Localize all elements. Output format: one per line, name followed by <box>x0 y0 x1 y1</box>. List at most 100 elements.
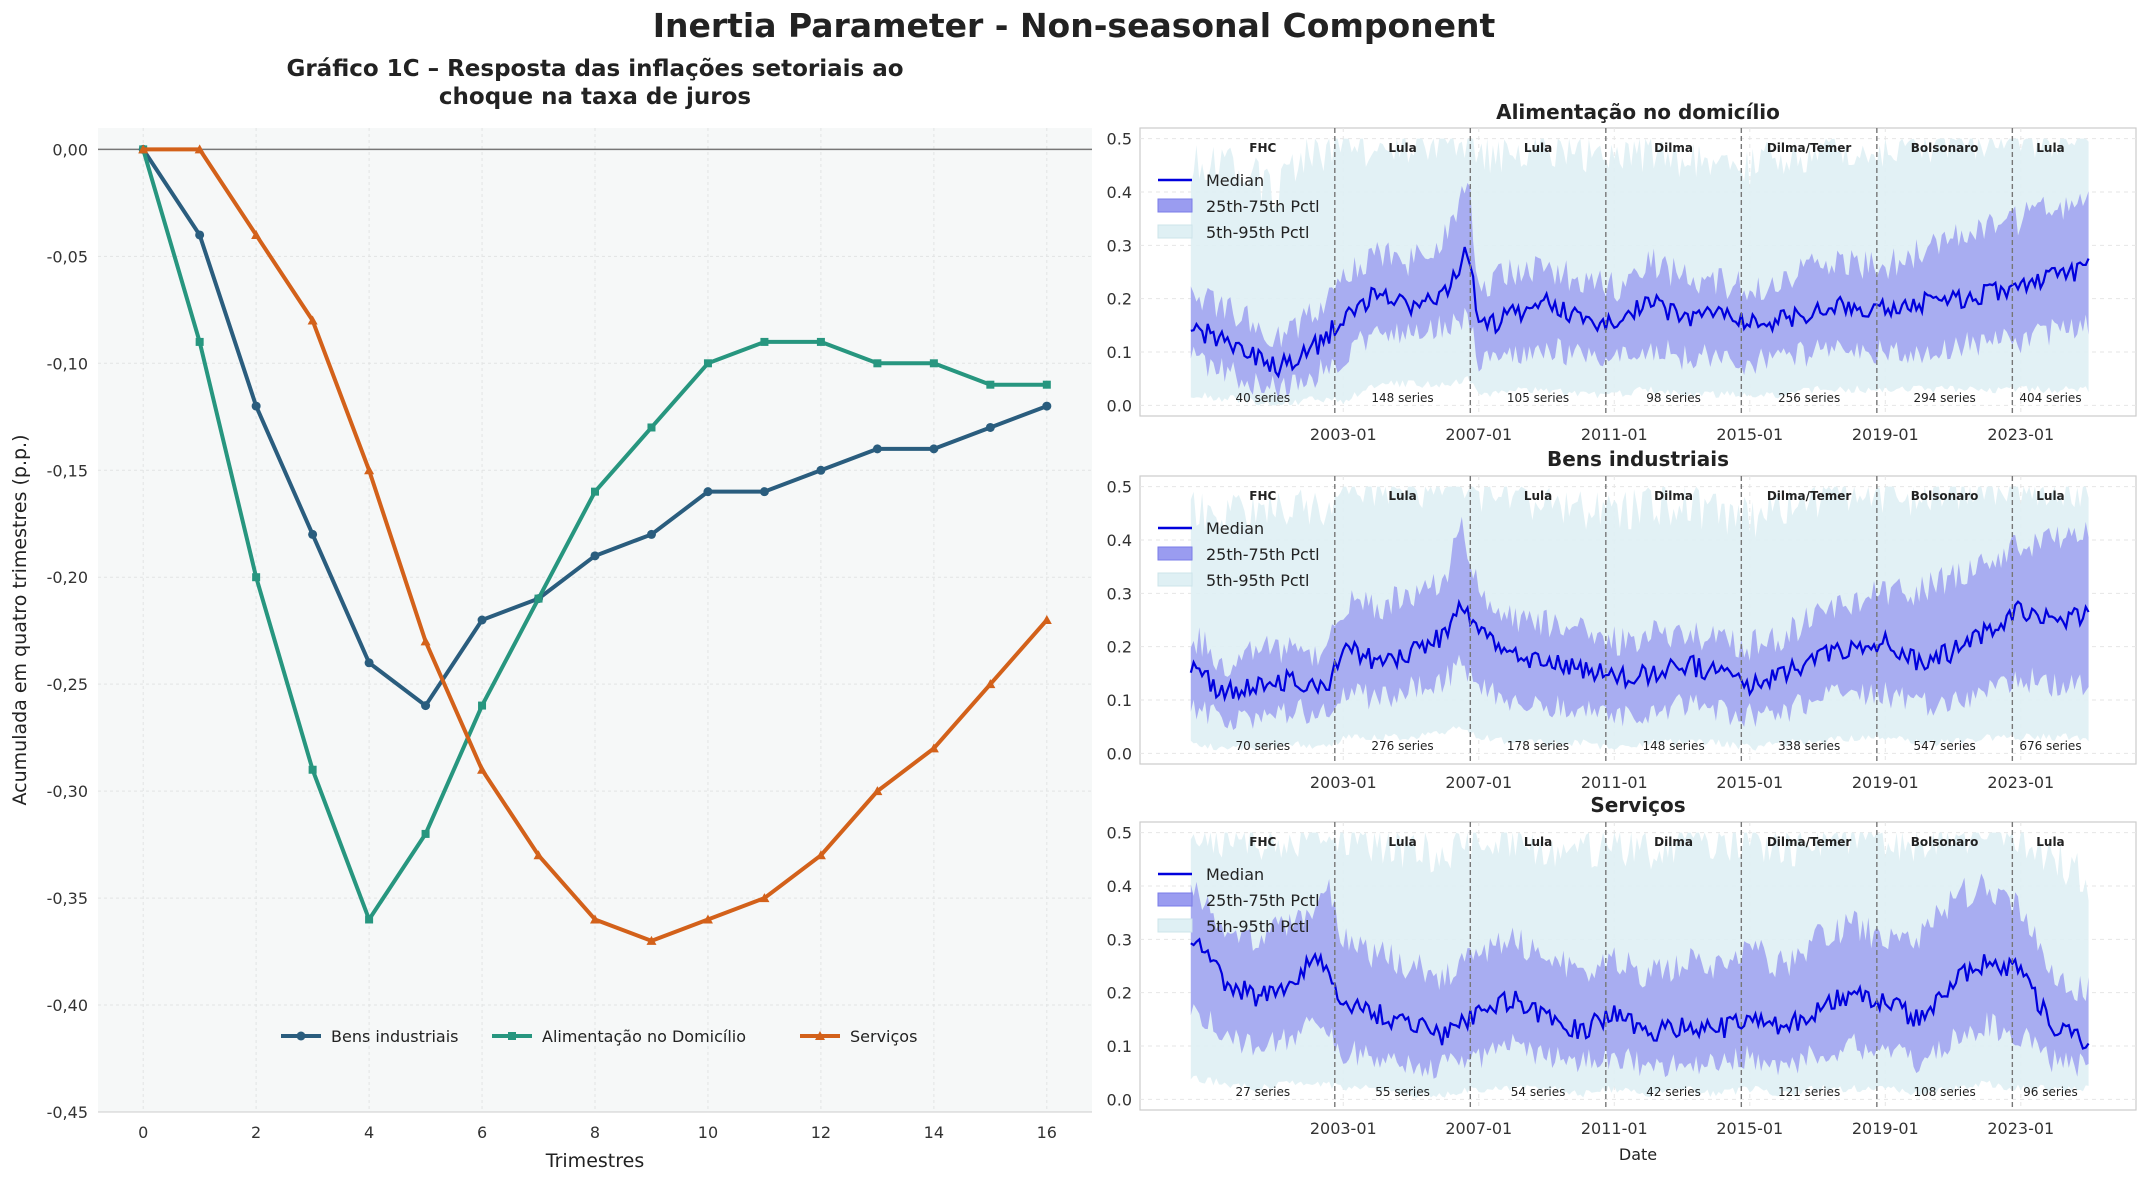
era-count: 294 series <box>1913 391 1975 405</box>
legend-label: Bens industriais <box>331 1027 458 1046</box>
legend-swatch <box>1157 572 1193 587</box>
left-y-axis-label: Acumulada em quatro trimestres (p.p.) <box>9 435 31 806</box>
legend-label: 25th-75th Pctl <box>1206 545 1320 564</box>
data-point <box>759 487 769 497</box>
data-point <box>195 230 205 240</box>
median-line <box>1190 246 2090 379</box>
data-point <box>929 359 938 368</box>
left-x-tick-label: 12 <box>811 1123 831 1142</box>
era-label: Dilma/Temer <box>1767 489 1852 503</box>
panel-middle: 0.0 0.1 0.2 0.3 0.4 0.5 2003-01 2007-01 2011-01 2… <box>1107 447 2137 792</box>
y-tick-label: 0.1 <box>1107 691 1132 710</box>
y-tick-label: 0.5 <box>1107 824 1132 843</box>
x-tick-label: 2019-01 <box>1852 1119 1919 1138</box>
y-tick-label: 0.2 <box>1107 984 1132 1003</box>
x-tick-label: 2019-01 <box>1852 425 1919 444</box>
data-point <box>195 337 204 346</box>
data-point <box>872 786 883 796</box>
data-point <box>251 229 262 239</box>
legend-swatch <box>1157 198 1193 213</box>
data-point <box>308 529 318 539</box>
y-tick-label: 0.4 <box>1107 531 1132 550</box>
era-count: 178 series <box>1507 739 1569 753</box>
left-x-tick-label: 2 <box>251 1123 261 1142</box>
left-y-tick-label: -0,15 <box>47 461 88 480</box>
x-tick-label: 2015-01 <box>1716 773 1783 792</box>
era-count: 148 series <box>1371 391 1433 405</box>
x-tick-label: 2003-01 <box>1310 773 1377 792</box>
figure-title: Inertia Parameter - Non-seasonal Compone… <box>652 6 1496 45</box>
left-y-tick-label: -0,45 <box>47 1103 88 1122</box>
era-count: 256 series <box>1778 391 1840 405</box>
data-point <box>533 850 544 860</box>
x-tick-label: 2007-01 <box>1445 773 1512 792</box>
era-label: Lula <box>1388 835 1416 849</box>
y-tick-label: 0.0 <box>1107 744 1132 763</box>
data-point <box>307 315 318 325</box>
x-tick-label: 2003-01 <box>1310 1119 1377 1138</box>
era-count: 148 series <box>1642 739 1704 753</box>
data-point <box>759 893 770 903</box>
era-label: Lula <box>1524 489 1552 503</box>
era-count: 54 series <box>1511 1085 1566 1099</box>
y-tick-label: 0.1 <box>1107 1037 1132 1056</box>
left-x-tick-label: 14 <box>924 1123 944 1142</box>
x-tick-label: 2011-01 <box>1581 773 1648 792</box>
era-label: Dilma <box>1654 489 1693 503</box>
data-point <box>365 915 374 924</box>
band-25th-75th <box>1190 873 2089 1079</box>
data-point <box>478 701 487 710</box>
left-y-tick-label: -0,05 <box>47 247 88 266</box>
x-tick-label: 2023-01 <box>1987 425 2054 444</box>
data-point <box>703 359 712 368</box>
y-tick-label: 0.0 <box>1107 1090 1132 1109</box>
legend-marker <box>815 1031 825 1040</box>
data-point <box>251 401 261 411</box>
data-point <box>646 935 657 945</box>
legend-label: 25th-75th Pctl <box>1206 891 1320 910</box>
data-point <box>873 359 882 368</box>
data-point <box>1042 401 1052 411</box>
y-tick-label: 0.2 <box>1107 290 1132 309</box>
left-chart-title: choque na taxa de juros <box>439 84 751 110</box>
data-point <box>591 487 599 496</box>
y-tick-label: 0.0 <box>1107 396 1132 415</box>
era-label: FHC <box>1249 141 1276 155</box>
y-tick-label: 0.4 <box>1107 183 1132 202</box>
left-y-tick-label: -0,10 <box>47 354 88 373</box>
x-tick-label: 2019-01 <box>1852 773 1919 792</box>
x-tick-label: 2011-01 <box>1581 425 1648 444</box>
panel-title: Bens industriais <box>1547 447 1729 471</box>
era-count: 404 series <box>2019 391 2081 405</box>
era-count: 121 series <box>1778 1085 1840 1099</box>
left-y-tick-label: -0,35 <box>47 889 88 908</box>
data-point <box>364 465 375 475</box>
x-tick-label: 2015-01 <box>1716 425 1783 444</box>
x-tick-label: 2007-01 <box>1445 1119 1512 1138</box>
era-count: 105 series <box>1507 391 1569 405</box>
data-point <box>702 914 713 924</box>
era-label: Dilma <box>1654 835 1693 849</box>
x-tick-label: 2023-01 <box>1987 1119 2054 1138</box>
data-point <box>477 764 488 774</box>
median-line <box>1189 598 2090 703</box>
era-label: FHC <box>1249 489 1276 503</box>
era-count: 70 series <box>1235 739 1290 753</box>
era-count: 96 series <box>2023 1085 2078 1099</box>
legend-swatch <box>1157 918 1193 933</box>
band-25th-75th <box>1190 516 2089 730</box>
era-label: Lula <box>1524 835 1552 849</box>
legend-label: Alimentação no Domicílio <box>542 1027 746 1046</box>
y-tick-label: 0.5 <box>1107 478 1132 497</box>
y-tick-label: 0.2 <box>1107 638 1132 657</box>
legend-marker <box>296 1031 306 1041</box>
era-label: Lula <box>2036 489 2064 503</box>
data-point <box>194 144 205 154</box>
data-point <box>138 144 149 154</box>
data-point <box>252 573 261 582</box>
panel-top: 0.0 0.1 0.2 0.3 0.4 0.5 2003-01 2007-01 2011-01 2… <box>1107 100 2137 444</box>
panel-title: Serviços <box>1590 793 1685 817</box>
era-label: Lula <box>1388 141 1416 155</box>
panel-x-axis-label: Date <box>1619 1145 1657 1164</box>
left-x-tick-label: 6 <box>477 1123 487 1142</box>
